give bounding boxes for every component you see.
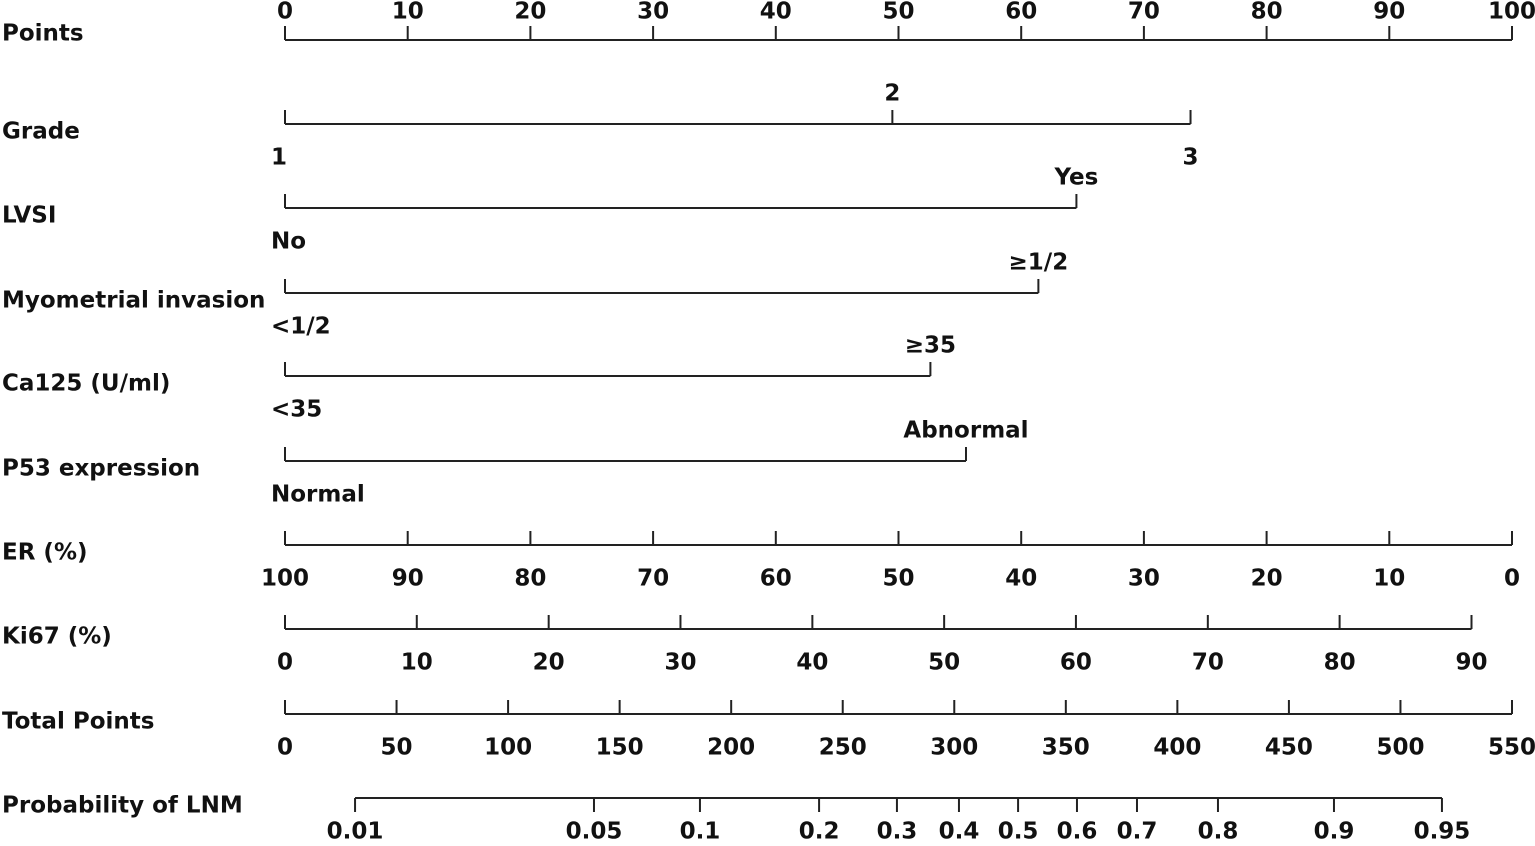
tick-label: 50 <box>381 735 413 761</box>
tick-label: <35 <box>271 397 322 423</box>
tick-label: ≥35 <box>905 333 956 359</box>
tick-label: 0 <box>277 0 293 25</box>
tick-label: 0.1 <box>680 819 721 843</box>
row-label: Grade <box>2 119 80 145</box>
tick-label: Normal <box>271 482 365 508</box>
row-label: LVSI <box>2 203 56 229</box>
row-label: Myometrial invasion <box>2 288 265 314</box>
row-label: Ca125 (U/ml) <box>2 371 170 397</box>
tick-label: 10 <box>401 650 433 676</box>
tick-label: 0.2 <box>799 819 840 843</box>
tick-label: 0.8 <box>1198 819 1239 843</box>
tick-label: ≥1/2 <box>1009 250 1069 276</box>
tick-label: 40 <box>796 650 828 676</box>
row-label: Ki67 (%) <box>2 624 112 650</box>
tick-label: 3 <box>1183 145 1199 171</box>
tick-label: 0.5 <box>998 819 1039 843</box>
tick-label: 550 <box>1488 735 1535 761</box>
tick-label: 50 <box>882 566 914 592</box>
tick-label: 50 <box>882 0 914 25</box>
tick-label: 50 <box>928 650 960 676</box>
tick-label: 300 <box>930 735 978 761</box>
tick-label: Yes <box>1053 165 1098 191</box>
row-label: Probability of LNM <box>2 793 243 819</box>
tick-label: 0.01 <box>327 819 384 843</box>
tick-label: 0 <box>277 650 293 676</box>
tick-label: No <box>271 229 306 255</box>
tick-label: 100 <box>261 566 309 592</box>
tick-label: 200 <box>707 735 755 761</box>
tick-label: 40 <box>1005 566 1037 592</box>
tick-label: 150 <box>596 735 644 761</box>
tick-label: 2 <box>884 81 900 107</box>
tick-label: 500 <box>1376 735 1424 761</box>
tick-label: 100 <box>1488 0 1535 25</box>
tick-label: 30 <box>664 650 696 676</box>
tick-label: 0.6 <box>1057 819 1098 843</box>
tick-label: 70 <box>637 566 669 592</box>
tick-label: 400 <box>1153 735 1201 761</box>
tick-label: 90 <box>1373 0 1405 25</box>
row-label: ER (%) <box>2 540 88 566</box>
row-label: Points <box>2 21 84 47</box>
tick-label: 30 <box>637 0 669 25</box>
tick-label: 0.05 <box>566 819 623 843</box>
tick-label: 40 <box>760 0 792 25</box>
tick-label: 0.7 <box>1117 819 1158 843</box>
tick-label: 0 <box>277 735 293 761</box>
tick-label: 350 <box>1042 735 1090 761</box>
tick-label: 250 <box>819 735 867 761</box>
tick-label: 30 <box>1128 566 1160 592</box>
tick-label: 450 <box>1265 735 1313 761</box>
tick-label: 20 <box>514 0 546 25</box>
tick-label: 100 <box>484 735 532 761</box>
tick-label: 0.9 <box>1314 819 1355 843</box>
tick-label: 60 <box>760 566 792 592</box>
tick-label: <1/2 <box>271 314 331 340</box>
tick-label: 0.3 <box>877 819 918 843</box>
tick-label: 80 <box>1324 650 1356 676</box>
tick-label: 0.4 <box>939 819 980 843</box>
row-label: P53 expression <box>2 456 200 482</box>
tick-label: 1 <box>271 145 287 171</box>
tick-label: 70 <box>1192 650 1224 676</box>
tick-label: 60 <box>1060 650 1092 676</box>
tick-label: 20 <box>533 650 565 676</box>
tick-label: 10 <box>392 0 424 25</box>
tick-label: 0 <box>1504 566 1520 592</box>
tick-label: 10 <box>1373 566 1405 592</box>
row-label: Total Points <box>2 709 154 735</box>
tick-label: 0.95 <box>1414 819 1471 843</box>
tick-label: Abnormal <box>903 418 1028 444</box>
tick-label: 80 <box>514 566 546 592</box>
tick-label: 70 <box>1128 0 1160 25</box>
tick-label: 80 <box>1251 0 1283 25</box>
tick-label: 90 <box>1456 650 1488 676</box>
tick-label: 60 <box>1005 0 1037 25</box>
tick-label: 20 <box>1251 566 1283 592</box>
tick-label: 90 <box>392 566 424 592</box>
